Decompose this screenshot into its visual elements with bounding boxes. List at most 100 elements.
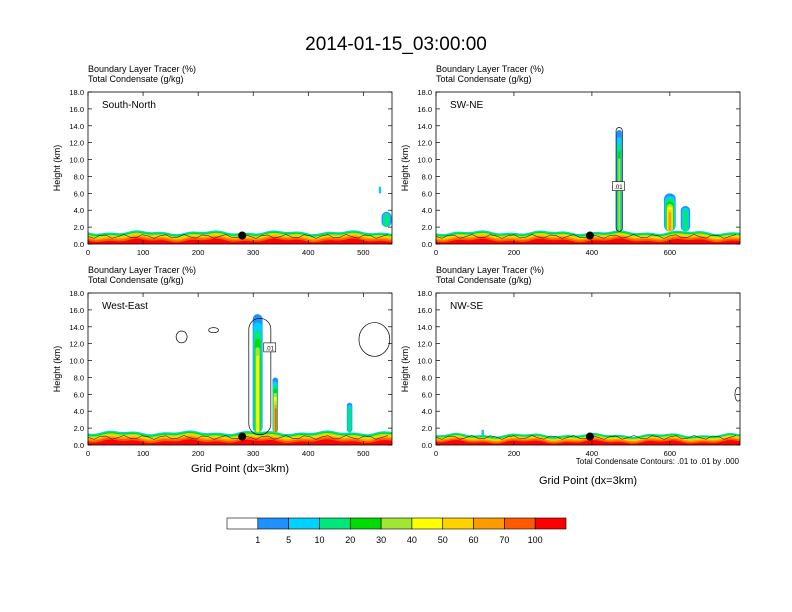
y-axis-label: Height (km) <box>52 145 62 192</box>
y-tick-label: 10.0 <box>69 156 84 165</box>
colorbar-swatch <box>349 517 382 530</box>
y-tick-label: 2.0 <box>422 424 432 433</box>
panel-header-tracer: Boundary Layer Tracer (%) <box>436 64 544 74</box>
site-marker <box>585 231 594 240</box>
panel-west-east: Boundary Layer Tracer (%)Total Condensat… <box>52 265 393 458</box>
y-tick-label: 14.0 <box>69 122 84 131</box>
colorbar-swatch <box>257 517 289 530</box>
colorbar-label: 50 <box>438 535 448 545</box>
surface-contour <box>88 234 389 239</box>
plume-cell <box>481 430 484 437</box>
y-tick-label: 4.0 <box>422 206 432 215</box>
pbl-band <box>436 238 740 244</box>
plume-cell <box>683 209 688 232</box>
panel-header-condensate: Total Condensate (g/kg) <box>436 74 532 84</box>
site-marker <box>585 432 594 441</box>
colorbar-label: 20 <box>345 535 355 545</box>
pbl-band <box>88 238 392 244</box>
cloud-contour <box>358 322 391 357</box>
x-tick-label: 400 <box>302 248 315 257</box>
x-tick-label: 400 <box>302 449 315 458</box>
y-tick-label: 16.0 <box>417 306 432 315</box>
plume-cell <box>618 158 621 232</box>
plot-frame <box>87 91 393 245</box>
plot-frame <box>435 91 741 245</box>
x-axis-label-right: Grid Point (dx=3km) <box>539 475 637 487</box>
x-tick-label: 0 <box>86 248 90 257</box>
cloud-contour <box>208 327 219 334</box>
y-tick-label: 12.0 <box>417 139 432 148</box>
figure-title: 2014-01-15_03:00:00 <box>305 34 487 55</box>
contour-label: .01 <box>614 185 623 191</box>
contour-label: .01 <box>266 346 275 352</box>
x-tick-label: 600 <box>664 248 677 257</box>
y-axis-label: Height (km) <box>400 145 410 192</box>
y-tick-label: 8.0 <box>422 172 432 181</box>
x-tick-label: 300 <box>247 248 260 257</box>
y-tick-label: 2.0 <box>422 223 432 232</box>
surface-contour <box>436 234 737 239</box>
colorbar-swatch <box>473 517 505 530</box>
panel-nw-se: Boundary Layer Tracer (%)Total Condensat… <box>400 265 741 458</box>
plot-area <box>88 314 392 445</box>
y-tick-label: 6.0 <box>74 189 84 198</box>
colorbar-swatch <box>411 517 444 530</box>
y-tick-label: 16.0 <box>69 105 84 114</box>
y-tick-label: 0.0 <box>74 441 84 450</box>
x-tick-label: 0 <box>434 449 438 458</box>
y-tick-label: 8.0 <box>74 172 84 181</box>
y-tick-label: 6.0 <box>422 189 432 198</box>
x-tick-label: 500 <box>357 449 370 458</box>
colorbar-swatch <box>226 517 259 530</box>
panel-name: SW-NE <box>450 100 483 111</box>
colorbar-swatch <box>442 517 474 530</box>
panel-header-tracer: Boundary Layer Tracer (%) <box>88 265 196 275</box>
colorbar-label: 30 <box>376 535 386 545</box>
panel-header-condensate: Total Condensate (g/kg) <box>88 74 184 84</box>
cloud-contour <box>734 387 740 402</box>
y-tick-label: 4.0 <box>74 407 84 416</box>
colorbar-label: 40 <box>407 535 417 545</box>
y-tick-label: 18.0 <box>417 88 432 97</box>
colorbar-swatch <box>380 517 413 530</box>
y-tick-label: 14.0 <box>417 122 432 131</box>
plume-cell <box>256 355 260 433</box>
y-tick-label: 12.0 <box>69 340 84 349</box>
pbl-band <box>88 439 392 445</box>
surface-contour <box>436 435 737 440</box>
y-tick-label: 14.0 <box>417 323 432 332</box>
surface-contour <box>88 435 389 440</box>
x-tick-label: 500 <box>357 248 370 257</box>
contour-label-box <box>263 342 277 353</box>
plot-area <box>436 127 740 244</box>
y-tick-label: 4.0 <box>74 206 84 215</box>
plume-cell <box>379 187 382 194</box>
y-tick-label: 12.0 <box>417 340 432 349</box>
colorbar-swatch <box>288 517 320 530</box>
panel-name: West-East <box>102 301 148 312</box>
y-tick-label: 16.0 <box>69 306 84 315</box>
plot-area <box>88 186 392 244</box>
x-axis-label-left: Grid Point (dx=3km) <box>191 463 289 475</box>
contour-label-box <box>612 181 625 191</box>
y-tick-label: 16.0 <box>417 105 432 114</box>
y-tick-label: 4.0 <box>422 407 432 416</box>
colorbar-label: 1 <box>255 535 260 545</box>
panel-header-condensate: Total Condensate (g/kg) <box>88 275 184 285</box>
y-axis-label: Height (km) <box>400 346 410 393</box>
x-tick-label: 200 <box>508 248 521 257</box>
x-tick-label: 0 <box>86 449 90 458</box>
y-tick-label: 18.0 <box>417 289 432 298</box>
y-tick-label: 12.0 <box>69 139 84 148</box>
y-tick-label: 8.0 <box>422 373 432 382</box>
colorbar-label: 60 <box>469 535 479 545</box>
condensate-contour <box>248 317 272 436</box>
x-tick-label: 100 <box>137 449 150 458</box>
y-tick-label: 18.0 <box>69 88 84 97</box>
x-tick-label: 200 <box>192 449 205 458</box>
plume-cell <box>668 211 672 232</box>
y-tick-label: 10.0 <box>69 357 84 366</box>
panel-south-north: Boundary Layer Tracer (%)Total Condensat… <box>52 64 393 257</box>
colorbar-swatch <box>504 517 536 530</box>
